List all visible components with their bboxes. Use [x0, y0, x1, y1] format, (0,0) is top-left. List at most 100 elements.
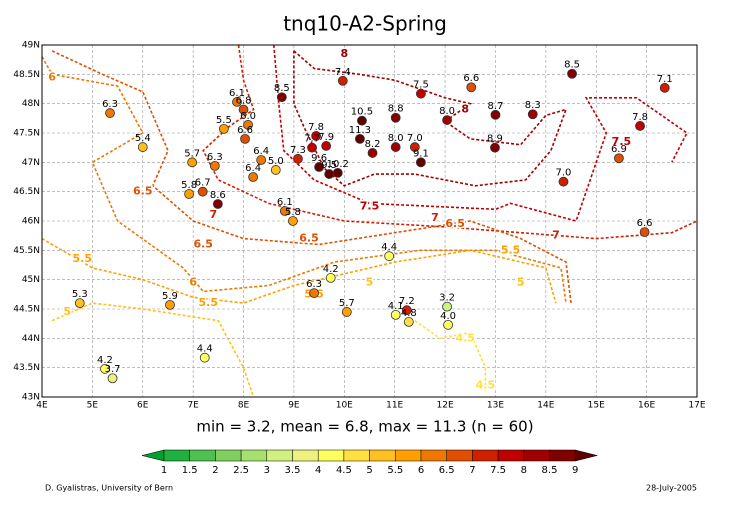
y-tick-label: 48N: [22, 99, 40, 109]
station-label: 3.7: [105, 364, 121, 375]
station-label: 6.3: [207, 152, 223, 163]
colorbar-box: [472, 449, 499, 462]
station: [238, 104, 249, 115]
station-label: 4.4: [197, 344, 213, 355]
x-tick-label: 6E: [137, 401, 149, 411]
contour-label: 7: [552, 229, 560, 242]
station: [390, 142, 401, 152]
station-label: 8.5: [564, 60, 580, 71]
station-label: 8.2: [365, 139, 381, 150]
station-label: 10.2: [327, 159, 349, 170]
contour-line: [51, 302, 255, 398]
station: [527, 109, 538, 120]
colorbar-box: [343, 449, 370, 462]
station: [100, 363, 110, 374]
contour-line: [51, 50, 572, 304]
station-label: 6.0: [240, 111, 256, 122]
station: [409, 142, 420, 152]
colorbar-box: [317, 449, 345, 462]
contour-label: 6.5: [299, 232, 319, 245]
y-tick-label: 45.5N: [13, 246, 40, 256]
colorbar-label: 9: [572, 465, 578, 476]
station: [311, 131, 321, 141]
colorbar-box: [497, 449, 525, 462]
colorbar-label: 8: [521, 465, 527, 476]
station: [401, 305, 412, 316]
station: [403, 317, 414, 327]
contour-label: 5: [517, 276, 525, 289]
station-label: 8.0: [388, 133, 404, 144]
contour-label: 6.5: [445, 217, 465, 230]
colorbar-box: [240, 449, 268, 462]
station: [384, 251, 395, 262]
station-label: 9.5: [321, 160, 337, 171]
x-tick-label: 13E: [487, 401, 504, 411]
station-label: 5.3: [72, 289, 88, 300]
colorbar-label: 7: [469, 465, 475, 476]
station: [243, 119, 253, 130]
station-label: 9.6: [311, 153, 327, 164]
contour-label: 7.5: [360, 199, 380, 212]
y-tick-label: 46.5N: [13, 187, 40, 197]
station-label: 3.2: [439, 293, 455, 304]
station: [443, 319, 454, 330]
station: [390, 112, 401, 123]
x-tick-label: 15E: [588, 401, 605, 411]
colorbar-label: 6: [418, 465, 424, 476]
station-label: 6.9: [611, 144, 627, 155]
contour-label: 5.5: [199, 296, 219, 309]
station: [415, 88, 426, 99]
station: [212, 199, 223, 209]
x-tick-label: 7E: [187, 401, 199, 411]
station: [558, 176, 569, 187]
station: [240, 133, 250, 144]
station: [337, 75, 348, 86]
station: [276, 92, 287, 103]
colorbar-label: 6.5: [439, 465, 455, 476]
colorbar-box: [549, 449, 576, 462]
station: [184, 189, 195, 199]
y-tick-label: 44N: [22, 334, 40, 344]
colorbar-label: 5: [366, 465, 372, 476]
station: [248, 172, 259, 182]
contour-label: 7: [431, 211, 439, 224]
contour-label: 6.5: [193, 237, 213, 250]
station-label: 8.6: [210, 190, 226, 201]
station: [325, 273, 336, 283]
station-label: 5.0: [268, 156, 284, 167]
station-label: 7.5: [413, 80, 429, 91]
y-tick-label: 43.5N: [13, 363, 40, 373]
station-label: 6.6: [237, 125, 253, 136]
plot-frame: [41, 44, 698, 398]
station-label: 6.1: [277, 197, 293, 208]
station-label: 5.8: [285, 207, 301, 218]
station: [218, 123, 229, 134]
station: [279, 206, 290, 216]
station: [415, 157, 426, 168]
contour-line: [414, 320, 487, 392]
station-label: 11.3: [349, 125, 371, 136]
station-label: 7.3: [290, 145, 306, 156]
contour-label: 5: [366, 276, 374, 289]
colorbar-box: [266, 449, 293, 462]
footer-left: D. Gyalistras, University of Bern: [45, 484, 173, 493]
station: [355, 133, 365, 144]
station: [490, 142, 500, 153]
station: [324, 169, 335, 179]
station-label: 7.0: [556, 168, 572, 179]
station-label: 5.9: [162, 291, 178, 302]
colorbar-box: [163, 449, 190, 462]
station-label: 8.0: [439, 106, 455, 117]
station-label: 4.4: [381, 242, 397, 253]
colorbar-label: 3.5: [285, 465, 301, 476]
station: [137, 142, 148, 152]
y-tick-label: 47N: [22, 158, 40, 168]
contour-label: 6: [189, 276, 197, 289]
station: [367, 148, 378, 158]
station-label: 8.3: [525, 100, 541, 111]
contour-label: 6: [48, 70, 56, 83]
contour-label: 8: [461, 103, 469, 116]
x-tick-label: 9E: [288, 401, 300, 411]
station-label: 6.3: [102, 99, 118, 110]
colorbar-box: [189, 449, 216, 462]
